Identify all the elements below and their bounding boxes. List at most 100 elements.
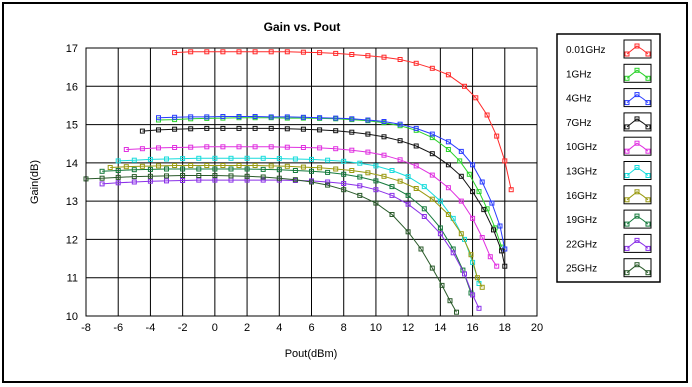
x-tick-label: -6 (113, 322, 123, 334)
data-point (115, 174, 121, 180)
data-point (349, 168, 355, 173)
data-point (325, 157, 331, 163)
data-point (284, 144, 290, 150)
data-point (228, 173, 234, 179)
data-point (228, 166, 234, 172)
data-point (457, 158, 463, 164)
legend-item: 19GHz (566, 209, 652, 229)
data-point (365, 149, 371, 155)
x-tick-label: 4 (276, 322, 282, 334)
data-point (373, 178, 379, 184)
legend-marker (624, 221, 630, 227)
data-point (300, 114, 306, 120)
x-tick-label: 6 (308, 322, 314, 334)
data-point (445, 162, 451, 168)
data-point (429, 265, 435, 271)
data-point (115, 168, 121, 173)
data-point (139, 128, 145, 134)
data-point (489, 200, 495, 206)
data-point (389, 168, 395, 173)
legend-marker (634, 92, 640, 98)
legend-label: 25GHz (566, 264, 597, 275)
data-point (147, 178, 153, 184)
data-point (212, 166, 218, 172)
legend-swatch (623, 258, 652, 278)
data-point (389, 212, 395, 217)
data-point (447, 298, 453, 304)
tick-labels: -8 -6 -4 -2 0 2 4 6 8 10 12 14 16 18 20 10 11 12 13 14 15 16 1… (66, 43, 543, 334)
data-point (466, 171, 472, 177)
data-point (421, 184, 427, 190)
legend-marker (645, 148, 651, 154)
data-point (349, 52, 355, 57)
data-point (268, 163, 274, 169)
y-tick-label: 11 (67, 273, 78, 285)
series-0-01ghz (172, 49, 514, 193)
data-point (462, 83, 467, 89)
series-line (110, 165, 483, 288)
data-point (276, 175, 282, 181)
data-point (147, 166, 153, 172)
data-point (357, 160, 363, 166)
data-point (497, 223, 503, 229)
data-point (284, 163, 290, 169)
y-tick-label: 14 (66, 158, 78, 170)
data-point (405, 174, 411, 180)
data-point (188, 114, 194, 120)
data-point (470, 162, 476, 168)
data-point (494, 133, 500, 139)
data-point (220, 163, 226, 168)
data-point (325, 169, 331, 175)
data-point (188, 144, 194, 150)
data-point (429, 131, 435, 137)
data-point (454, 309, 459, 315)
data-point (284, 49, 290, 55)
series-line (142, 127, 506, 267)
data-point (164, 173, 169, 179)
chart-title: Gain vs. Pout (264, 20, 341, 34)
legend-swatch (623, 161, 652, 180)
data-point (188, 163, 194, 168)
data-point (180, 178, 186, 183)
y-tick-label: 12 (66, 234, 78, 246)
legend-item: 10GHz (566, 136, 652, 156)
data-point (389, 184, 395, 190)
data-point (317, 50, 323, 56)
data-point (381, 152, 387, 158)
series-line (102, 179, 480, 309)
legend-item: 4GHz (566, 88, 652, 108)
data-point (284, 114, 290, 120)
legend-swatch (623, 39, 652, 59)
series-line (174, 51, 512, 190)
data-point (437, 225, 443, 231)
legend-swatch (623, 63, 652, 83)
data-point (131, 174, 137, 180)
y-tick-label: 16 (66, 81, 78, 93)
data-point (349, 147, 355, 153)
data-point (333, 128, 339, 134)
legend-marker (645, 221, 651, 227)
legend-line (626, 93, 649, 103)
x-tick-label: -8 (81, 322, 91, 334)
data-point (156, 163, 161, 169)
legend-label: 10GHz (566, 142, 597, 153)
data-point (479, 179, 485, 185)
legend-marker (634, 67, 640, 73)
data-point (252, 144, 258, 150)
x-tick-label: 0 (212, 322, 218, 334)
data-point (252, 163, 258, 168)
legend-line (626, 118, 649, 128)
data-point (413, 143, 419, 149)
legend-marker (624, 245, 630, 251)
data-point (418, 246, 424, 252)
x-tick-label: 2 (244, 322, 250, 334)
series-4ghz (156, 114, 508, 252)
data-point (365, 117, 371, 123)
data-point (484, 112, 490, 118)
legend-marker (624, 148, 630, 154)
data-point (341, 158, 347, 164)
data-point (236, 125, 242, 131)
data-point (349, 116, 355, 122)
data-point (188, 126, 194, 132)
